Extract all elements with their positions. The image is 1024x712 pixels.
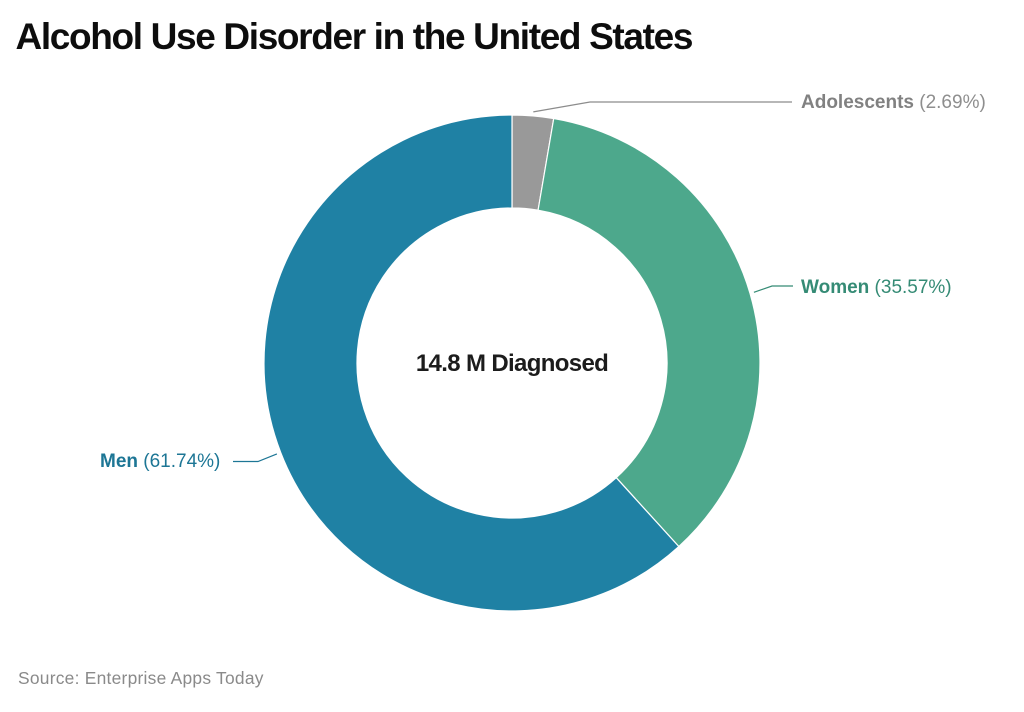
svg-text:Source: Enterprise Apps Today: Source: Enterprise Apps Today xyxy=(18,668,264,688)
svg-text:Women (35.57%): Women (35.57%) xyxy=(801,277,952,298)
svg-text:Adolescents (2.69%): Adolescents (2.69%) xyxy=(801,92,986,113)
svg-text:Alcohol Use Disorder in the Un: Alcohol Use Disorder in the United State… xyxy=(16,16,693,57)
svg-text:Men (61.74%): Men (61.74%) xyxy=(100,451,220,472)
svg-text:14.8 M Diagnosed: 14.8 M Diagnosed xyxy=(416,350,608,377)
